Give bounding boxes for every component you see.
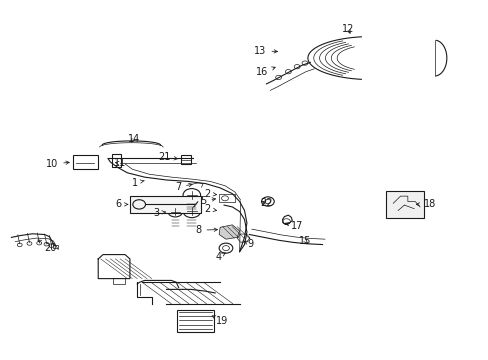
Polygon shape [219, 225, 239, 239]
Text: 6: 6 [115, 199, 127, 210]
Text: 8: 8 [195, 225, 217, 235]
Bar [177, 310, 213, 332]
Bar [385, 191, 423, 218]
Text: 7: 7 [175, 182, 192, 192]
Bar [181, 155, 190, 163]
Text: 14: 14 [127, 134, 140, 144]
Text: 13: 13 [254, 46, 277, 56]
Text: 2: 2 [203, 204, 216, 214]
Text: 18: 18 [415, 199, 435, 210]
Bar [113, 278, 125, 284]
Text: 5: 5 [200, 196, 215, 206]
Text: 19: 19 [212, 316, 228, 325]
Text: 22: 22 [260, 198, 272, 208]
Text: 16: 16 [255, 67, 275, 77]
Bar [73, 155, 98, 169]
Text: 17: 17 [285, 221, 303, 231]
Text: 3: 3 [153, 208, 165, 218]
Text: 9: 9 [244, 239, 253, 249]
Bar [219, 194, 234, 202]
Text: 12: 12 [341, 24, 354, 35]
Bar [112, 154, 121, 167]
Text: 10: 10 [46, 159, 69, 169]
Bar [130, 196, 200, 213]
Text: 1: 1 [132, 177, 144, 188]
Text: 21: 21 [158, 152, 177, 162]
Text: 20: 20 [38, 240, 57, 253]
Text: 4: 4 [215, 252, 225, 262]
Text: 11: 11 [114, 158, 126, 168]
Text: 15: 15 [299, 236, 311, 246]
Text: 2: 2 [203, 189, 216, 199]
